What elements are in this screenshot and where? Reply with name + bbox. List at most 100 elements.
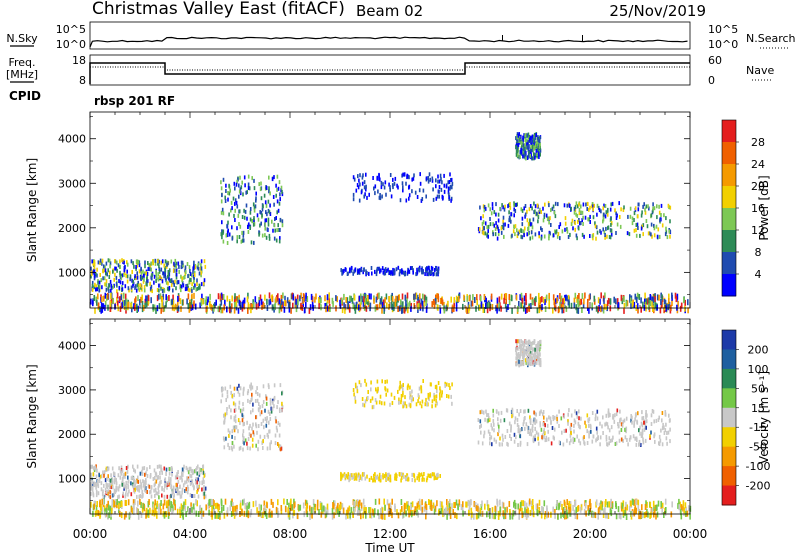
echo-cell: [638, 294, 641, 300]
echo-cell: [126, 262, 129, 267]
echo-cell: [489, 217, 491, 221]
echo-cell: [186, 283, 189, 288]
echo-cell: [578, 293, 580, 299]
echo-cell: [237, 307, 240, 314]
echo-cell: [378, 477, 380, 481]
echo-cell: [152, 304, 154, 311]
echo-cell: [515, 356, 517, 361]
echo-cell: [433, 508, 436, 515]
echo-cell: [391, 271, 394, 276]
echo-cell: [143, 271, 146, 276]
echo-cell: [660, 213, 662, 217]
echo-cell: [562, 303, 564, 310]
echo-cell: [380, 185, 383, 190]
echo-cell: [558, 440, 561, 445]
echo-cell: [539, 298, 541, 304]
echo-cell: [363, 507, 365, 514]
echo-cell: [616, 298, 619, 305]
echo-cell: [386, 388, 389, 393]
echo-cell: [263, 434, 266, 439]
echo-cell: [95, 272, 97, 277]
echo-cell: [375, 387, 377, 392]
echo-cell: [316, 504, 319, 511]
echo-cell: [468, 504, 471, 511]
echo-cell: [234, 436, 236, 441]
echo-cell: [349, 295, 351, 302]
echo-cell: [269, 298, 272, 305]
echo-cell: [531, 235, 534, 240]
echo-cell: [548, 292, 550, 299]
echo-cell: [269, 212, 272, 216]
echo-cell: [466, 501, 468, 508]
echo-cell: [238, 194, 240, 199]
echo-cell: [233, 386, 236, 391]
echo-cell: [115, 266, 117, 271]
echo-cell: [145, 486, 147, 491]
echo-cell: [157, 277, 160, 282]
echo-cell: [526, 349, 529, 354]
echo-cell: [527, 340, 529, 345]
echo-cell: [168, 479, 170, 484]
echo-cell: [432, 197, 435, 202]
echo-cell: [571, 218, 574, 223]
echo-cell: [181, 478, 183, 483]
echo-cell: [163, 305, 166, 312]
echo-cell: [103, 483, 105, 488]
echo-cell: [132, 261, 134, 266]
echo-cell: [202, 467, 204, 472]
echo-cell: [97, 510, 100, 517]
echo-cell: [170, 493, 172, 498]
echo-cell: [684, 305, 686, 312]
echo-cell: [535, 419, 538, 424]
echo-cell: [116, 289, 118, 294]
echo-cell: [422, 293, 424, 300]
echo-cell: [194, 469, 196, 474]
echo-cell: [233, 213, 235, 218]
echo-cell: [483, 307, 486, 313]
echo-cell: [519, 137, 521, 142]
echo-cell: [611, 201, 614, 206]
echo-cell: [565, 513, 568, 520]
echo-cell: [389, 173, 392, 177]
echo-cell: [242, 447, 244, 452]
echo-cell: [584, 215, 587, 220]
echo-cell: [242, 299, 245, 306]
echo-cell: [589, 293, 591, 300]
echo-cell: [420, 198, 423, 203]
echo-cell: [631, 498, 634, 505]
echo-cell: [127, 492, 129, 497]
echo-cell: [478, 506, 480, 513]
echo-cell: [624, 506, 627, 513]
echo-cell: [540, 427, 543, 432]
echo-cell: [503, 297, 505, 304]
echo-cell: [136, 487, 139, 492]
echo-cell: [205, 296, 207, 303]
echo-cell: [491, 202, 494, 207]
echo-cell: [101, 261, 103, 266]
echo-cell: [561, 503, 563, 510]
echo-cell: [118, 503, 120, 509]
echo-cell: [241, 180, 243, 185]
echo-cell: [591, 411, 594, 415]
echo-cell: [252, 430, 255, 435]
echo-cell: [174, 499, 176, 506]
echo-cell: [537, 215, 540, 219]
echo-cell: [181, 280, 184, 285]
echo-cell: [405, 404, 408, 409]
echo-cell: [539, 421, 541, 426]
echo-cell: [129, 511, 132, 518]
echo-cell: [658, 415, 660, 420]
echo-cell: [538, 357, 540, 362]
echo-cell: [277, 293, 279, 300]
echo-cell: [530, 222, 532, 227]
echo-cell: [105, 271, 107, 276]
echo-cell: [153, 304, 156, 311]
echo-cell: [407, 268, 410, 273]
echo-cell: [159, 503, 161, 510]
echo-cell: [651, 301, 653, 308]
echo-cell: [529, 415, 531, 420]
echo-cell: [519, 442, 522, 447]
echo-cell: [175, 487, 178, 492]
echo-cell: [380, 508, 382, 515]
echo-cell: [601, 501, 604, 508]
